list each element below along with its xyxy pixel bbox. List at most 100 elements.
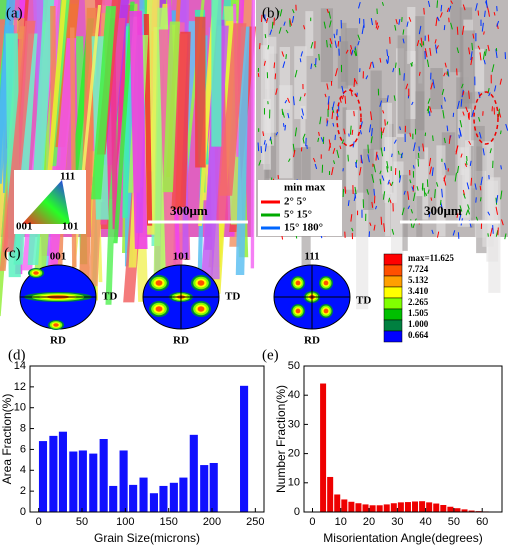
boundary xyxy=(353,111,355,117)
y-tick-label: 30 xyxy=(288,418,300,430)
boundary xyxy=(403,190,406,195)
panel-label: (c) xyxy=(4,245,21,261)
boundary xyxy=(466,182,470,190)
boundary xyxy=(434,189,436,199)
boundary xyxy=(409,132,412,137)
bar xyxy=(327,476,334,512)
boundary xyxy=(457,165,460,174)
boundary xyxy=(504,233,507,240)
density xyxy=(295,308,301,314)
boundary xyxy=(385,59,389,65)
boundary xyxy=(496,20,500,27)
grain xyxy=(219,23,247,196)
boundary xyxy=(386,166,389,173)
grain xyxy=(340,22,347,82)
boundary xyxy=(465,210,469,216)
boundary xyxy=(284,99,288,104)
boundary xyxy=(379,170,382,175)
ipf-triangle xyxy=(22,180,70,224)
boundary xyxy=(411,101,414,106)
highlight xyxy=(336,89,362,147)
boundary xyxy=(412,165,415,169)
boundary xyxy=(467,209,470,215)
boundary xyxy=(500,165,502,170)
grain xyxy=(263,98,271,170)
y-tick-label: 10 xyxy=(288,477,300,489)
boundary xyxy=(343,128,346,135)
boundary xyxy=(487,211,491,216)
boundary xyxy=(460,83,464,89)
boundary xyxy=(394,24,397,31)
boundary xyxy=(279,9,283,17)
boundary xyxy=(373,188,375,196)
y-tick-label: 0 xyxy=(294,506,300,518)
density xyxy=(197,306,205,312)
grain xyxy=(294,46,307,120)
boundary xyxy=(420,37,423,46)
boundary xyxy=(386,49,389,57)
boundary xyxy=(495,206,499,215)
boundary xyxy=(270,138,273,145)
boundary xyxy=(406,21,409,27)
boundary xyxy=(285,29,289,34)
bar xyxy=(179,477,188,512)
boundary xyxy=(275,131,279,136)
boundary xyxy=(493,12,496,16)
boundary xyxy=(359,130,362,135)
boundary xyxy=(345,49,349,54)
bar xyxy=(461,509,468,512)
boundary xyxy=(354,186,357,195)
colorbar: max=11.6257.7245.1323.4102.2651.5051.000… xyxy=(383,253,454,343)
grain xyxy=(457,108,472,227)
boundary xyxy=(471,42,474,51)
boundary xyxy=(332,148,336,154)
grain xyxy=(356,192,369,310)
boundary xyxy=(299,58,302,63)
colorbar-label: max=11.625 xyxy=(408,253,454,263)
boundary xyxy=(284,124,287,131)
bar xyxy=(159,485,168,512)
boundary xyxy=(483,59,486,65)
boundary xyxy=(409,179,412,184)
boundary xyxy=(388,197,391,203)
boundary xyxy=(487,44,490,52)
boundary xyxy=(436,45,439,50)
bar xyxy=(78,450,87,512)
ipf-label: 111 xyxy=(60,171,75,183)
bar xyxy=(240,385,249,512)
boundary xyxy=(287,112,290,119)
density xyxy=(155,306,163,312)
grain xyxy=(430,68,443,110)
boundary xyxy=(278,27,282,34)
density xyxy=(197,280,205,286)
boundary xyxy=(482,148,485,156)
ebsd-map xyxy=(0,0,257,317)
boundary xyxy=(344,95,347,104)
boundary xyxy=(467,204,470,210)
boundary xyxy=(427,0,431,8)
boundary xyxy=(328,11,332,19)
grain xyxy=(473,125,485,220)
boundary xyxy=(312,157,316,163)
boundary xyxy=(468,90,470,99)
boundary xyxy=(403,73,405,81)
boundary xyxy=(428,157,432,167)
x-tick-label: 150 xyxy=(159,516,177,528)
bar xyxy=(49,435,58,512)
boundary xyxy=(357,34,361,41)
boundary xyxy=(432,135,434,142)
colorbar-cell xyxy=(383,286,403,299)
legend-label: 2° 5° xyxy=(284,196,307,208)
boundary xyxy=(317,137,320,142)
grain xyxy=(415,91,425,160)
y-tick-label: 12 xyxy=(14,381,26,393)
boundary xyxy=(353,78,356,87)
boundary xyxy=(429,166,432,175)
boundary xyxy=(443,24,446,31)
boundary xyxy=(459,129,462,137)
boundary xyxy=(334,40,337,48)
boundary xyxy=(277,10,280,15)
grain xyxy=(474,48,485,92)
boundary xyxy=(263,140,266,145)
boundary xyxy=(302,133,306,139)
